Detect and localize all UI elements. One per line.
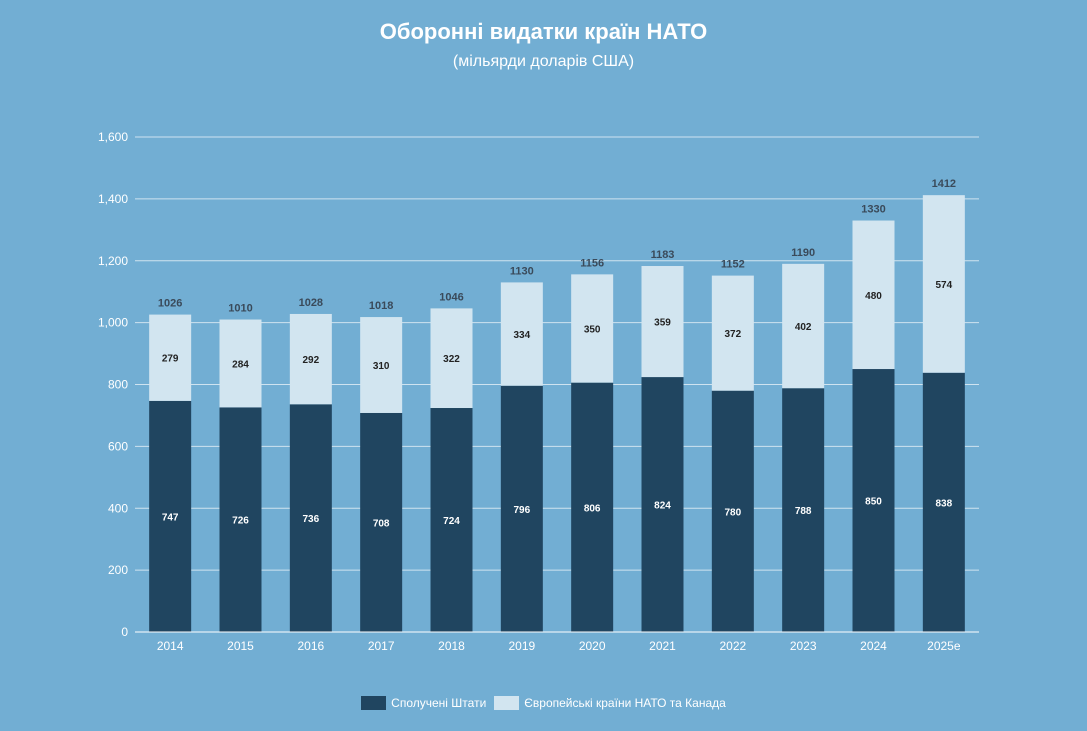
bar-europe-canada <box>149 314 192 401</box>
total-label: 1130 <box>510 265 534 277</box>
total-label: 1190 <box>791 247 815 259</box>
x-tick-label: 2021 <box>649 639 676 653</box>
y-tick-label: 600 <box>108 439 128 453</box>
bar-europe-canada <box>430 308 473 409</box>
y-tick-label: 1,600 <box>98 130 128 144</box>
legend-label: Сполучені Штати <box>391 696 487 710</box>
bar-us <box>852 369 895 632</box>
y-tick-label: 0 <box>121 625 128 639</box>
x-tick-label: 2023 <box>790 639 817 653</box>
data-label-europe-canada: 480 <box>865 291 882 302</box>
x-tick-label: 2022 <box>719 639 746 653</box>
total-label: 1183 <box>651 249 675 261</box>
x-tick-label: 2014 <box>157 639 184 653</box>
x-tick-label: 2019 <box>508 639 535 653</box>
bar-us <box>571 382 614 632</box>
data-label-us: 788 <box>795 506 812 517</box>
bar-europe-canada <box>289 313 332 405</box>
legend-item-us[interactable]: Сполучені Штати <box>361 696 486 710</box>
data-label-us: 806 <box>584 503 601 514</box>
y-tick-label: 1,400 <box>98 192 128 206</box>
data-label-us: 824 <box>654 501 671 512</box>
data-label-us: 780 <box>724 507 741 518</box>
total-label: 1028 <box>299 297 323 309</box>
bar-europe-canada <box>922 195 965 373</box>
y-tick-label: 1,200 <box>98 254 128 268</box>
bar-us <box>922 372 965 632</box>
legend: Сполучені Штати Європейські країни НАТО … <box>0 696 1087 710</box>
bar-us <box>289 404 332 632</box>
total-label: 1156 <box>580 257 604 269</box>
y-tick-label: 1,000 <box>98 316 128 330</box>
data-label-us: 838 <box>935 498 952 509</box>
bar-europe-canada <box>711 275 754 391</box>
legend-swatch <box>361 696 387 710</box>
legend-label: Європейські країни НАТО та Канада <box>524 696 726 710</box>
x-tick-label: 2025e <box>927 639 961 653</box>
data-label-europe-canada: 402 <box>795 322 812 333</box>
x-tick-label: 2024 <box>860 639 887 653</box>
data-label-us: 724 <box>443 516 460 527</box>
data-label-europe-canada: 334 <box>513 330 530 341</box>
data-label-europe-canada: 279 <box>162 354 179 365</box>
chart-title: Оборонні видатки країн НАТО <box>379 19 708 44</box>
bar-us <box>149 400 192 632</box>
y-tick-label: 200 <box>108 563 128 577</box>
x-tick-label: 2015 <box>227 639 254 653</box>
total-label: 1152 <box>721 259 745 271</box>
chart-subtitle: (мільярди доларів США) <box>452 53 635 70</box>
bar-us <box>711 390 754 632</box>
total-label: 1330 <box>861 204 885 216</box>
x-tick-label: 2018 <box>438 639 465 653</box>
data-label-us: 726 <box>232 516 249 527</box>
bar-us <box>219 407 262 632</box>
bar-europe-canada <box>571 274 614 383</box>
total-label: 1026 <box>158 298 182 310</box>
data-label-europe-canada: 372 <box>724 329 741 340</box>
total-label: 1018 <box>369 300 393 312</box>
x-tick-label: 2016 <box>297 639 324 653</box>
bar-europe-canada <box>641 266 684 378</box>
bar-europe-canada <box>500 282 543 386</box>
total-label: 1412 <box>932 178 956 190</box>
bar-us <box>641 377 684 632</box>
bar-europe-canada <box>360 317 403 413</box>
data-label-europe-canada: 322 <box>443 354 460 365</box>
bar-us <box>360 412 403 632</box>
x-tick-label: 2020 <box>579 639 606 653</box>
data-label-us: 796 <box>513 505 530 516</box>
total-label: 1010 <box>228 303 252 315</box>
data-label-us: 736 <box>302 514 319 525</box>
data-label-europe-canada: 310 <box>373 361 390 372</box>
data-label-europe-canada: 284 <box>232 359 249 370</box>
y-tick-label: 800 <box>108 378 128 392</box>
data-label-europe-canada: 350 <box>584 325 601 336</box>
data-label-europe-canada: 359 <box>654 318 671 329</box>
bar-europe-canada <box>852 220 895 370</box>
y-tick-label: 400 <box>108 501 128 515</box>
bar-us <box>500 385 543 632</box>
data-label-us: 747 <box>162 512 179 523</box>
total-label: 1046 <box>439 291 463 303</box>
data-label-us: 850 <box>865 497 882 508</box>
data-label-europe-canada: 292 <box>302 355 319 366</box>
bar-us <box>782 388 825 632</box>
legend-item-europe-canada[interactable]: Європейські країни НАТО та Канада <box>494 696 726 710</box>
bar-us <box>430 408 473 632</box>
bar-europe-canada <box>219 319 262 408</box>
x-tick-label: 2017 <box>368 639 395 653</box>
bar-europe-canada <box>782 263 825 389</box>
data-label-europe-canada: 574 <box>935 280 952 291</box>
legend-swatch <box>494 696 520 710</box>
data-label-us: 708 <box>373 518 390 529</box>
